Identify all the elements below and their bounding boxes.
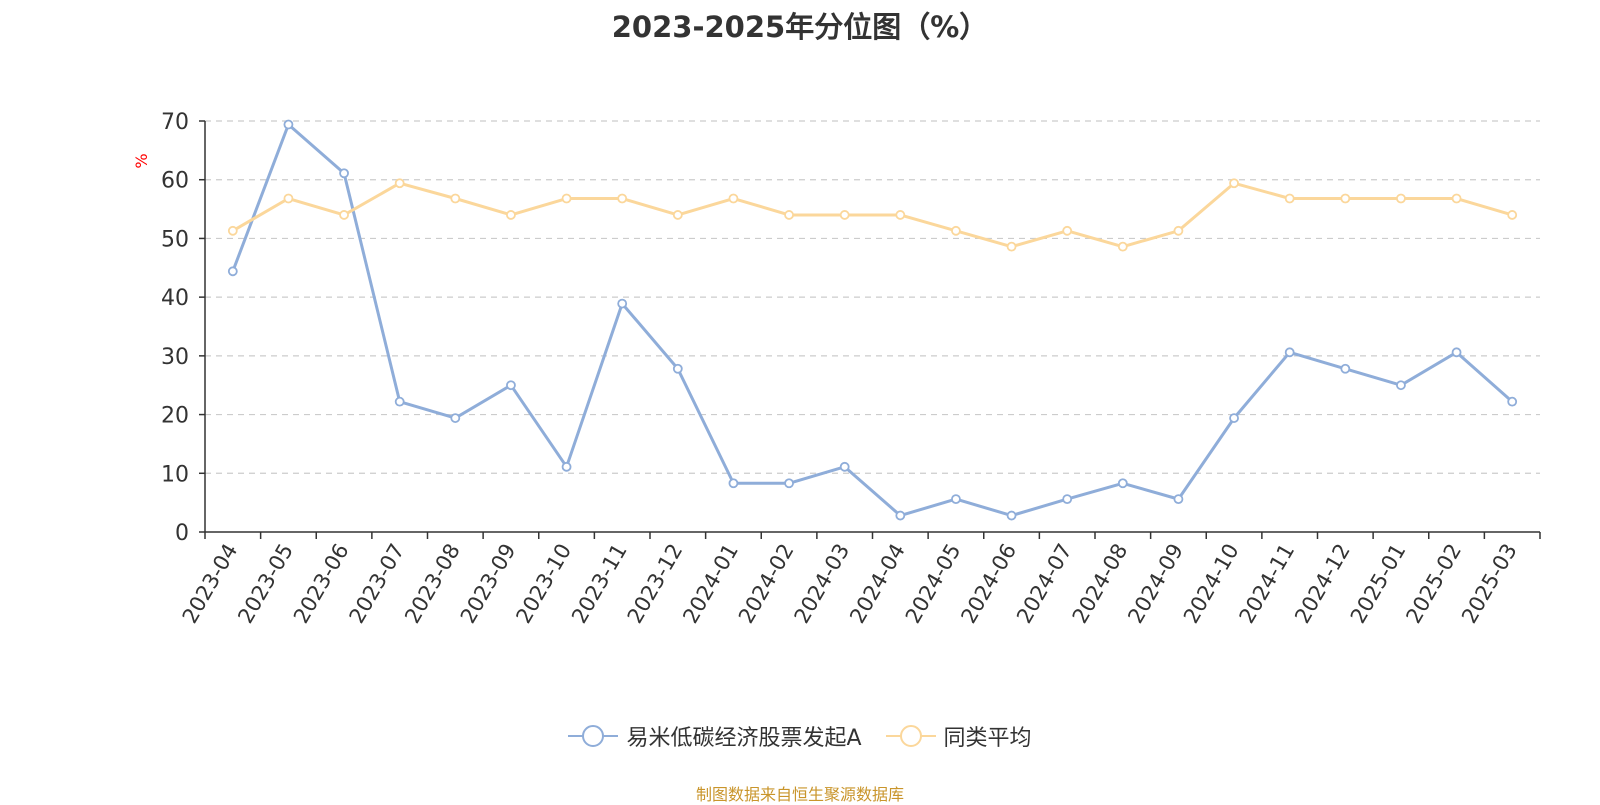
source-note: 制图数据来自恒生聚源数据库 <box>695 785 904 804</box>
series-0-point-2024-05 <box>951 494 961 505</box>
series-1-point-2024-08 <box>1117 241 1128 252</box>
y-tick-label-70: 70 <box>161 110 189 135</box>
series-1-point-2023-11 <box>617 193 628 204</box>
series-1-point-2024-09 <box>1173 225 1184 236</box>
x-tick-label-2023-06: 2023-06 <box>289 540 354 628</box>
series-0-point-2023-07 <box>394 396 405 407</box>
x-tick-label-2023-08: 2023-08 <box>400 540 465 628</box>
legend-label-peer-average: 同类平均 <box>943 726 1032 751</box>
series-0-point-2024-01 <box>728 478 739 489</box>
series-0-point-2024-06 <box>1006 510 1017 521</box>
chart-title: 2023-2025年分位图（%） <box>611 10 989 44</box>
series-0-point-2023-08 <box>450 413 461 423</box>
x-tick-label-2023-07: 2023-07 <box>345 540 410 628</box>
series-1-point-2024-11 <box>1284 193 1295 204</box>
y-tick-label-40: 40 <box>161 286 189 311</box>
series-1-point-2023-08 <box>450 193 461 204</box>
x-tick-label-2024-04: 2024-04 <box>845 540 910 628</box>
y-tick-label-60: 60 <box>161 169 189 194</box>
series-0-point-2023-09 <box>506 380 516 391</box>
series-0-point-2023-06 <box>339 168 349 179</box>
x-tick-label-2023-05: 2023-05 <box>233 540 298 628</box>
series-1-point-2023-06 <box>339 210 349 220</box>
series-1-point-2024-06 <box>1006 241 1017 252</box>
x-tick-label-2024-09: 2024-09 <box>1123 540 1188 628</box>
legend-item-peer-average[interactable]: 同类平均 <box>885 720 1032 752</box>
series-0-point-2023-11 <box>617 298 628 309</box>
series-1-point-2025-03 <box>1507 210 1518 220</box>
x-tick-label-2024-02: 2024-02 <box>734 540 799 628</box>
y-axis-ticks: 0 10 20 30 40 50 60 70 <box>161 110 205 546</box>
x-tick-label-2025-03: 2025-03 <box>1457 540 1522 628</box>
x-axis-ticks: 2023-042023-052023-062023-072023-082023-… <box>178 532 1541 628</box>
series-1-point-2024-10 <box>1229 178 1239 189</box>
series-1-point-2023-05 <box>283 193 294 204</box>
legend-swatch-peer-average-icon <box>885 725 936 747</box>
series-1-point-2023-04 <box>227 225 238 236</box>
series-1-point-2024-02 <box>784 210 794 220</box>
series-0-point-2024-09 <box>1173 494 1184 505</box>
axes <box>204 121 1540 533</box>
x-tick-label-2024-05: 2024-05 <box>901 540 966 628</box>
x-tick-label-2023-10: 2023-10 <box>511 540 576 628</box>
series-1-point-2023-07 <box>394 178 405 189</box>
grid-lines <box>205 120 1540 474</box>
series-0-point-2024-12 <box>1340 363 1351 374</box>
x-tick-label-2025-01: 2025-01 <box>1346 540 1411 628</box>
series-0-point-2025-03 <box>1507 396 1518 407</box>
y-tick-label-50: 50 <box>161 227 189 252</box>
series-0-point-2023-04 <box>227 266 238 277</box>
x-tick-label-2023-09: 2023-09 <box>456 540 521 628</box>
y-axis-label: % <box>132 153 151 168</box>
y-tick-label-10: 10 <box>161 462 189 487</box>
legend-label-fund: 易米低碳经济股票发起A <box>626 726 862 751</box>
series-0-point-2024-11 <box>1284 347 1295 358</box>
series-0-point-2024-10 <box>1229 413 1239 423</box>
series-0-point-2025-02 <box>1451 347 1462 358</box>
series-1-point-2024-01 <box>728 193 739 204</box>
series-0-point-2025-01 <box>1396 380 1406 391</box>
x-tick-label-2023-11: 2023-11 <box>567 540 632 628</box>
y-tick-label-0: 0 <box>175 521 189 546</box>
series-1-point-2024-04 <box>895 210 906 220</box>
series-0-point-2024-08 <box>1117 478 1128 489</box>
series-group <box>227 119 1518 521</box>
series-0-point-2024-03 <box>839 461 850 472</box>
x-tick-label-2024-06: 2024-06 <box>956 540 1021 628</box>
series-0-point-2023-12 <box>672 363 683 374</box>
x-tick-label-2024-01: 2024-01 <box>678 540 743 628</box>
series-1-point-2025-02 <box>1451 193 1462 204</box>
series-1-point-2023-09 <box>506 210 516 220</box>
x-tick-label-2024-11: 2024-11 <box>1235 540 1300 628</box>
series-0-point-2024-02 <box>784 478 794 489</box>
legend-swatch-fund-icon <box>568 725 619 747</box>
series-1-point-2024-07 <box>1062 225 1073 236</box>
x-tick-label-2023-12: 2023-12 <box>623 540 688 628</box>
x-tick-label-2024-03: 2024-03 <box>790 540 855 628</box>
x-tick-label-2024-08: 2024-08 <box>1068 540 1133 628</box>
series-1-point-2024-12 <box>1340 193 1351 204</box>
series-1-point-2024-05 <box>951 225 961 236</box>
series-1-point-2025-01 <box>1396 193 1406 204</box>
y-tick-label-30: 30 <box>161 345 189 370</box>
series-0-point-2024-04 <box>895 510 906 521</box>
series-1-point-2024-03 <box>839 210 850 220</box>
series-0-point-2023-05 <box>283 119 294 130</box>
x-tick-label-2024-10: 2024-10 <box>1179 540 1244 628</box>
series-line-0 <box>231 123 1514 518</box>
series-line-1 <box>232 181 1513 249</box>
series-1-point-2023-10 <box>561 193 572 204</box>
series-0-point-2023-10 <box>561 461 572 472</box>
x-tick-label-2023-04: 2023-04 <box>178 540 243 628</box>
x-tick-label-2024-12: 2024-12 <box>1290 540 1355 628</box>
series-1-point-2023-12 <box>672 210 683 220</box>
series-0-point-2024-07 <box>1062 494 1073 505</box>
x-tick-label-2024-07: 2024-07 <box>1012 540 1077 628</box>
legend-item-fund[interactable]: 易米低碳经济股票发起A <box>568 720 862 752</box>
legend: 易米低碳经济股票发起A 同类平均 <box>0 720 1600 752</box>
y-tick-label-20: 20 <box>161 404 189 429</box>
x-tick-label-2025-02: 2025-02 <box>1401 540 1466 628</box>
